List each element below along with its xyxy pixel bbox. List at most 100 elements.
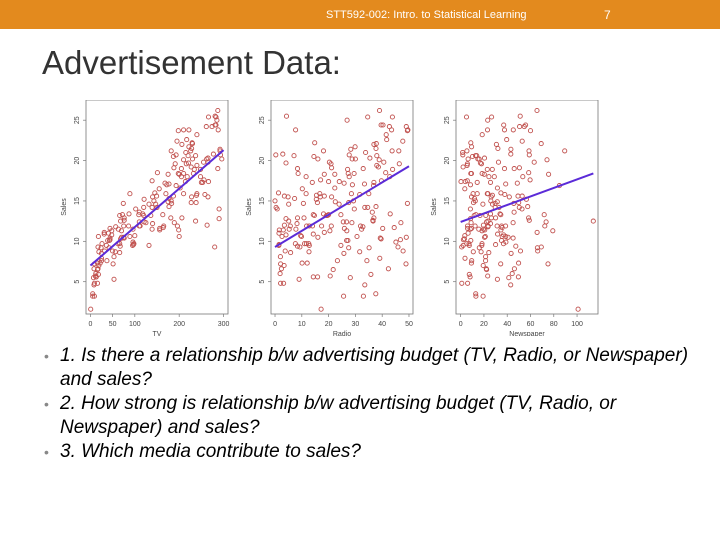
data-point <box>476 226 482 232</box>
data-point <box>275 190 282 196</box>
plot-frame <box>270 100 414 315</box>
data-point <box>464 241 470 247</box>
data-point <box>299 186 305 192</box>
data-point <box>531 159 537 165</box>
data-point <box>318 177 324 183</box>
data-point <box>516 165 522 171</box>
data-point <box>471 195 478 202</box>
data-point <box>107 225 113 231</box>
data-point <box>212 244 218 250</box>
data-point <box>380 122 386 128</box>
data-point <box>361 181 368 187</box>
data-point <box>514 180 520 186</box>
y-axis-label: Sales <box>246 198 253 216</box>
data-point <box>215 107 221 114</box>
data-point <box>315 234 321 240</box>
data-point <box>400 248 406 254</box>
y-tick-label: 15 <box>74 197 81 205</box>
data-point <box>174 223 180 229</box>
data-point <box>345 166 351 172</box>
bullet-icon: • <box>44 348 49 364</box>
data-point <box>160 212 166 218</box>
data-point <box>338 212 344 218</box>
data-point <box>304 260 310 266</box>
scatter-panel: 0 10 20 30 40 50 5 10 15 20 25 Radio Sales <box>246 100 414 336</box>
y-tick-label: 10 <box>444 237 451 245</box>
y-tick-label: 20 <box>444 157 451 165</box>
x-axis-label: Radio <box>333 331 351 336</box>
course-title: STT592-002: Intro. to Statistical Learni… <box>326 9 527 21</box>
x-tick-label: 40 <box>378 321 386 328</box>
data-point <box>479 132 485 138</box>
data-point <box>297 244 303 250</box>
data-point <box>288 250 294 256</box>
data-point <box>149 226 155 232</box>
data-point <box>364 258 370 264</box>
data-point <box>363 149 369 156</box>
data-point <box>542 223 548 229</box>
x-tick-label: 60 <box>527 321 535 328</box>
data-point <box>368 271 374 277</box>
data-point <box>332 171 338 177</box>
data-point <box>484 127 491 133</box>
data-point <box>498 212 504 218</box>
data-point <box>273 152 279 158</box>
x-tick-label: 20 <box>325 321 333 328</box>
data-point <box>320 211 327 217</box>
data-point <box>282 248 288 254</box>
y-tick-label: 5 <box>74 280 81 284</box>
data-point <box>319 223 325 229</box>
data-point <box>349 156 355 162</box>
data-point <box>467 182 474 188</box>
data-point <box>503 239 509 245</box>
data-point <box>198 179 204 185</box>
data-point <box>204 222 210 228</box>
data-point <box>298 233 304 239</box>
data-point <box>459 280 465 286</box>
data-point <box>492 200 498 206</box>
data-point <box>276 227 282 233</box>
data-point <box>154 193 160 199</box>
data-point <box>497 211 503 217</box>
data-point <box>179 141 185 147</box>
x-axis-label: Newspaper <box>509 331 545 336</box>
data-point <box>499 223 505 229</box>
data-point <box>362 204 368 210</box>
data-point <box>154 204 160 210</box>
data-point <box>341 293 347 299</box>
data-point <box>91 293 97 299</box>
data-point <box>283 113 290 119</box>
data-point <box>526 152 532 158</box>
data-point <box>334 258 340 264</box>
data-point <box>186 144 192 150</box>
data-point <box>371 215 377 221</box>
data-point <box>494 276 500 282</box>
data-point <box>501 127 508 133</box>
data-point <box>310 212 316 218</box>
data-point <box>389 114 395 120</box>
data-point <box>376 157 382 163</box>
data-point <box>460 152 466 158</box>
data-point <box>366 245 372 251</box>
data-point <box>493 215 499 221</box>
bullet-icon: • <box>44 396 49 412</box>
data-point <box>380 225 386 231</box>
data-point <box>327 228 333 234</box>
data-point <box>517 113 523 119</box>
data-point <box>463 114 470 120</box>
data-point <box>501 232 507 238</box>
data-point <box>188 164 194 170</box>
data-point <box>181 157 187 163</box>
data-point <box>472 223 478 229</box>
data-point <box>320 148 327 154</box>
data-point <box>511 166 517 172</box>
data-point <box>508 250 514 256</box>
data-point <box>141 196 147 202</box>
data-point <box>193 200 199 206</box>
data-point <box>517 124 523 130</box>
data-point <box>478 161 485 167</box>
data-point <box>352 144 358 150</box>
y-tick-label: 20 <box>259 157 266 165</box>
data-point <box>115 226 121 232</box>
data-point <box>378 122 384 128</box>
